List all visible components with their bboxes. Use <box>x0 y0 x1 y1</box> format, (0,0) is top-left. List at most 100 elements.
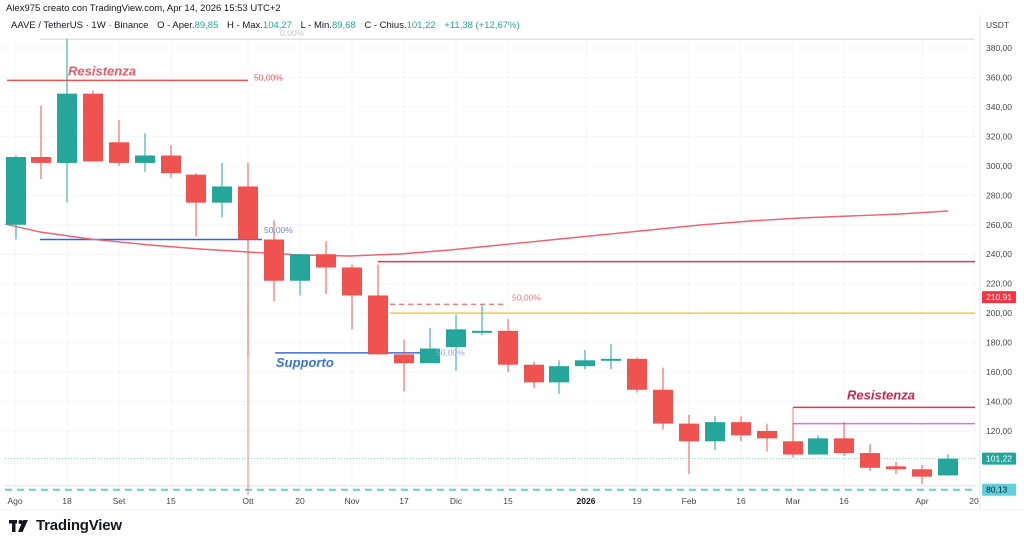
time-tick-label: Apr <box>915 496 928 506</box>
price-tick-label: 160,00 <box>986 367 1012 377</box>
open-label: O - Aper. <box>157 20 195 31</box>
candle-body <box>135 155 155 163</box>
fib-0-label: 0,00% <box>280 28 305 38</box>
candle-down <box>757 423 777 452</box>
time-tick-label: 15 <box>166 496 176 506</box>
candle-up <box>420 327 440 364</box>
price-badge-label: 210,91 <box>986 292 1012 302</box>
candle-up <box>57 39 77 203</box>
price-tick-label: 340,00 <box>986 102 1012 112</box>
candle-down <box>653 367 673 430</box>
candle-up <box>135 133 155 172</box>
price-tick-label: 140,00 <box>986 397 1012 407</box>
candle-body <box>264 239 284 281</box>
annotation-labels: Resistenza 50,00% 0,00% 50,00% Supporto 50,00… <box>68 28 915 402</box>
price-tick-label: 220,00 <box>986 279 1012 289</box>
candle-down <box>627 357 647 393</box>
candle-down <box>31 105 51 180</box>
candle-body <box>886 466 906 470</box>
candle-body <box>575 360 595 367</box>
price-tick-label: 180,00 <box>986 338 1012 348</box>
candle-body <box>731 422 751 436</box>
time-tick-label: 19 <box>632 496 642 506</box>
candle-up <box>472 304 492 336</box>
tradingview-brand: TradingView <box>9 517 122 534</box>
candle-body <box>524 364 544 383</box>
price-badge <box>982 452 1016 465</box>
candle-down <box>109 120 129 166</box>
price-tick-label: 280,00 <box>986 190 1012 200</box>
price-badge-label: 101,22 <box>986 454 1012 464</box>
candle-body <box>161 155 181 174</box>
candle-body <box>316 254 336 268</box>
candle-body <box>212 186 232 203</box>
candle-up <box>446 314 466 371</box>
candle-down <box>238 162 258 358</box>
currency-label: USDT <box>986 20 1009 30</box>
candle-body <box>186 174 206 203</box>
time-tick-label: 18 <box>62 496 72 506</box>
candle-body <box>31 157 51 163</box>
fib-50-label: 50,00% <box>436 347 465 357</box>
candle-body <box>757 430 777 439</box>
time-tick-label: Set <box>113 496 126 506</box>
candle-body <box>834 438 854 454</box>
price-tick-label: 320,00 <box>986 131 1012 141</box>
fib-50-label: 50,00% <box>512 292 541 302</box>
candle-body <box>549 366 569 383</box>
candle-down <box>498 319 518 373</box>
time-axis[interactable]: Ago 18 Set 15 Ott 20 Nov 17 Dic 15 2026 19 Feb 16 Mar 1… <box>0 496 1024 511</box>
candle-up <box>575 349 595 370</box>
candle-down <box>368 264 388 355</box>
change-value: +11,38 (+12,67%) <box>444 20 520 31</box>
candle-down <box>161 145 181 178</box>
time-tick-label: 20 <box>295 496 305 506</box>
candle-body <box>860 453 880 468</box>
candle-body <box>808 438 828 455</box>
candle-up <box>705 416 725 451</box>
candle-down <box>524 361 544 389</box>
candle-body <box>238 186 258 240</box>
price-tick-label: 360,00 <box>986 72 1012 82</box>
price-badge-label: 80,13 <box>986 485 1008 495</box>
symbol-legend: AAVE / TetherUS · 1W · Binance O - Aper.… <box>11 20 520 31</box>
time-tick-label: 2026 <box>577 496 596 506</box>
open-value: 89,85 <box>194 20 219 31</box>
high-label: H - Max. <box>227 20 263 31</box>
candle-body <box>6 157 26 225</box>
time-tick-label: 16 <box>839 496 849 506</box>
candle-up <box>549 360 569 395</box>
time-tick-label: Feb <box>682 496 697 506</box>
candle-body <box>653 389 673 424</box>
close-label: C - Chius. <box>364 20 407 31</box>
candle-body <box>783 441 803 455</box>
candle-body <box>109 142 129 163</box>
moving-average-line <box>4 210 949 257</box>
candle-down <box>860 444 880 471</box>
candle-body <box>83 93 103 162</box>
time-tick-label: Ott <box>242 496 254 506</box>
time-tick-label: Dic <box>450 496 463 506</box>
brand-name: TradingView <box>36 517 122 534</box>
candle-body <box>368 295 388 355</box>
candle-body <box>57 93 77 163</box>
price-badge <box>982 483 1016 496</box>
candle-up <box>6 155 26 240</box>
price-tick-label: 240,00 <box>986 249 1012 259</box>
drawing-overlays <box>5 38 975 495</box>
candle-body <box>627 358 647 390</box>
candle-up <box>212 162 232 218</box>
price-tick-label: 260,00 <box>986 220 1012 230</box>
candle-down <box>394 339 414 392</box>
candle-body <box>705 422 725 442</box>
price-tick-label: 120,00 <box>986 426 1012 436</box>
candle-body <box>394 354 414 364</box>
candle-down <box>731 416 751 442</box>
candle-down <box>783 422 803 458</box>
candle-down <box>316 240 336 294</box>
symbol-name[interactable]: AAVE / TetherUS · 1W · Binance <box>11 20 149 31</box>
price-axis[interactable]: USDT 380,00 360,00 340,00 320,00 300,00 280,00… <box>979 15 1024 510</box>
candle-body <box>290 254 310 281</box>
price-tick-label: 300,00 <box>986 161 1012 171</box>
